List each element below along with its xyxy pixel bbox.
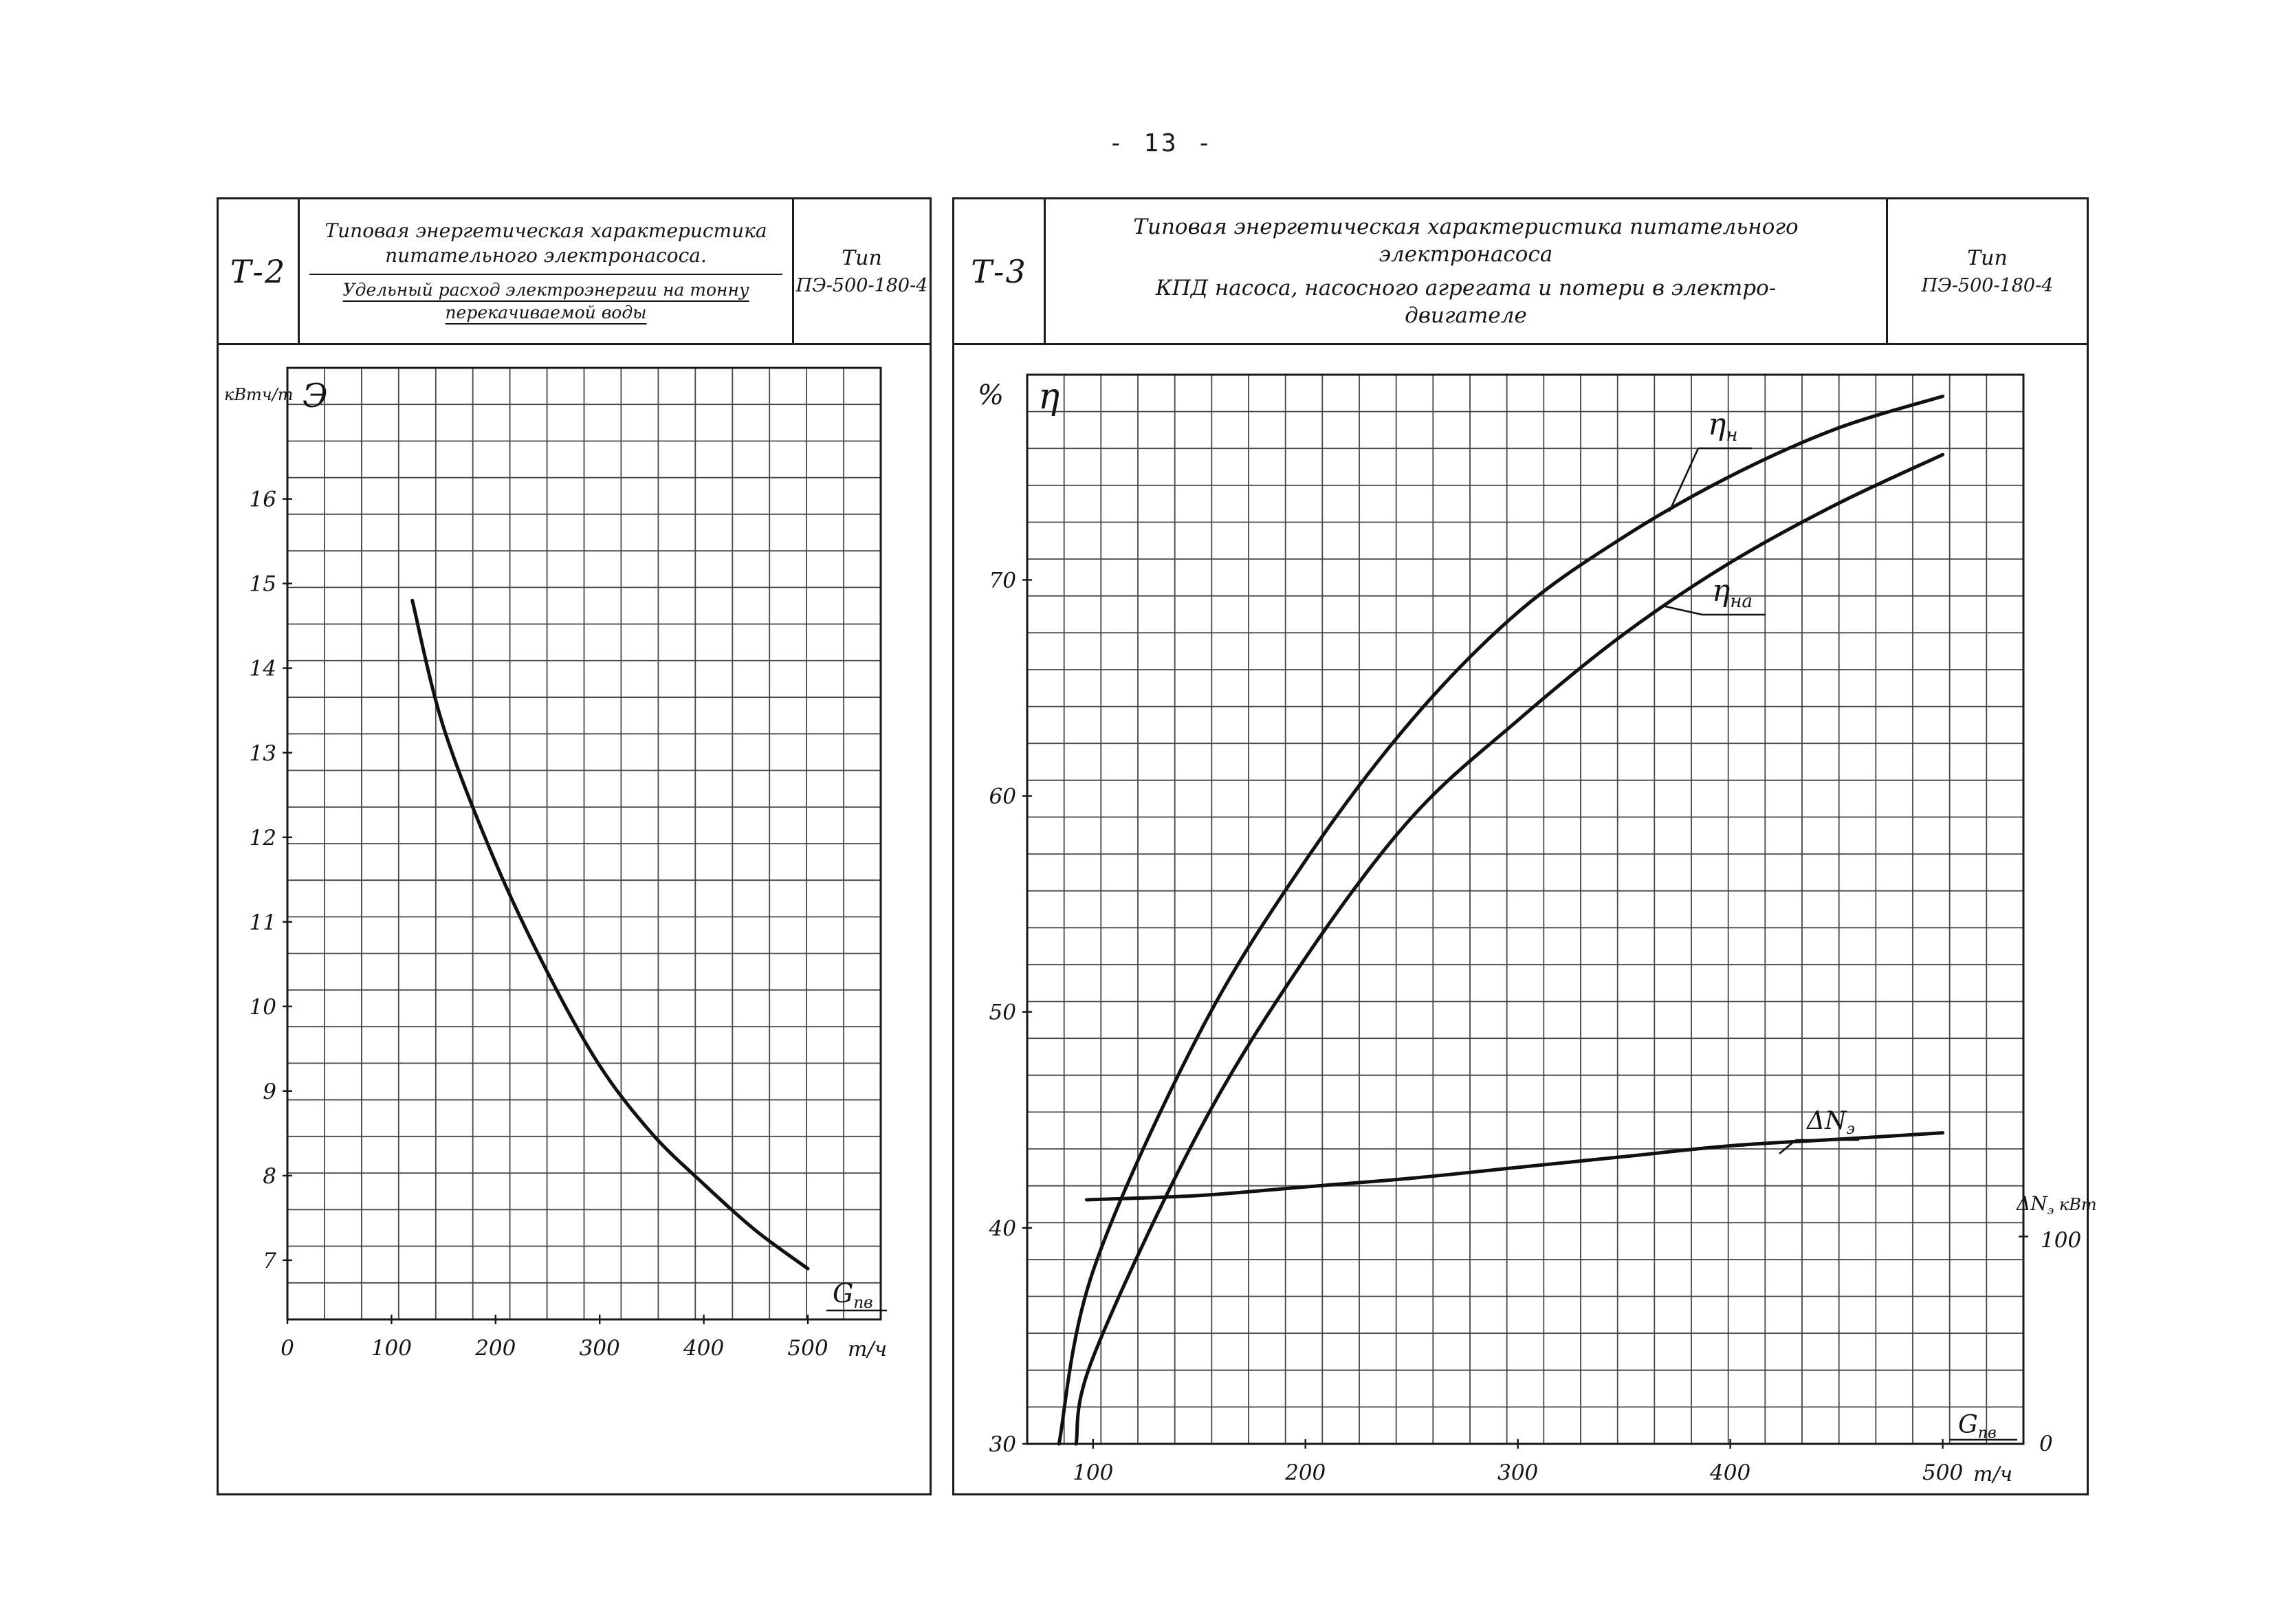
- y-tick-label: 10: [250, 995, 276, 1020]
- x-tick-label: 300: [580, 1336, 620, 1361]
- t3-type-value: ПЭ-500-180-4: [1921, 274, 2054, 296]
- x-tick-label: 500: [1922, 1460, 1963, 1485]
- t2-title-line1: Типовая энергетическая характеристика: [325, 219, 767, 242]
- y-tick-label: 50: [989, 1000, 1016, 1025]
- panel-t2-code: Т-2: [219, 199, 300, 343]
- grid-lines: [1027, 375, 2023, 1444]
- panel-t3-title-area: Типовая энергетическая характеристика пи…: [1046, 199, 1886, 343]
- y-tick-label: 9: [263, 1079, 276, 1104]
- x-tick-label: 100: [1073, 1460, 1113, 1485]
- t3-subtitle-block: КПД насоса, насосного агрегата и потери …: [1053, 272, 1879, 333]
- x-tick-label: 300: [1497, 1460, 1538, 1485]
- x-axis-unit-label: т/ч: [848, 1337, 887, 1361]
- t3-subtitle-line2: двигателе: [1405, 303, 1527, 328]
- right-axis-tick-100: 100: [2041, 1228, 2081, 1253]
- x-tick-label: 0: [281, 1336, 294, 1361]
- t2-type-label: Тип: [842, 245, 882, 270]
- t2-subtitle-line2: перекачиваемой воды: [445, 302, 647, 322]
- right-axis-label: ΔNэ кВт: [2016, 1192, 2097, 1218]
- panel-t2-type-box: Тип ПЭ-500-180-4: [792, 199, 930, 343]
- x-tick-label: 400: [683, 1336, 724, 1361]
- label-eta-n-leader: [1668, 448, 1700, 512]
- curve-ηна: [1074, 452, 1945, 1446]
- y-tick-label: 8: [263, 1164, 276, 1189]
- y-axis-unit-label: кВтч/т: [224, 385, 294, 404]
- y-tick-label: 12: [250, 826, 276, 851]
- label-eta-n: ηн: [1708, 407, 1738, 446]
- y-tick-label: 15: [250, 572, 276, 597]
- panel-t3: Т-3 Типовая энергетическая характеристик…: [952, 197, 2097, 1495]
- curve-Э: [410, 598, 810, 1271]
- page-number: - 13 -: [1108, 129, 1215, 157]
- t2-title-block: Типовая энергетическая характеристика пи…: [309, 216, 782, 276]
- y-axis-symbol: Э: [303, 377, 328, 415]
- y-tick-label: 7: [263, 1249, 276, 1273]
- grid-lines: [287, 368, 881, 1319]
- label-eta-na-leader: [1665, 605, 1703, 616]
- x-tick-label: 200: [1284, 1460, 1326, 1485]
- t3-title-line2: электронасоса: [1379, 242, 1553, 267]
- x-axis-symbol: Gпв: [833, 1278, 873, 1312]
- y-tick-label: 40: [989, 1216, 1016, 1241]
- t2-subtitle-block: Удельный расход электроэнергии на тонну …: [307, 275, 785, 327]
- t3-type-label: Тип: [1967, 245, 2008, 270]
- label-delta-n-leader: [1779, 1139, 1797, 1154]
- t3-chart-canvas: 70 60 50 40 30 100 200 300 400 500% η Gпв т/ч ΔNэ кВт…: [978, 373, 2097, 1486]
- y-tick-label: 13: [250, 741, 276, 766]
- y-tick-label: 14: [250, 657, 276, 681]
- y-axis-symbol: η: [1038, 376, 1059, 417]
- label-delta-n: ΔNэ: [1805, 1107, 1855, 1138]
- panel-t2: Т-2 Типовая энергетическая характеристик…: [217, 197, 932, 1495]
- x-axis-unit-label: т/ч: [1973, 1462, 2012, 1486]
- y-tick-label: 16: [250, 487, 276, 512]
- right-axis-tick-0: 0: [2039, 1431, 2053, 1456]
- t3-title-line1: Типовая энергетическая характеристика пи…: [1133, 214, 1799, 239]
- plot-border: [286, 366, 882, 1321]
- t2-title-line2: питательного электронасоса.: [385, 244, 707, 267]
- x-tick-label: 500: [787, 1336, 828, 1361]
- panel-t2-header: Т-2 Типовая энергетическая характеристик…: [219, 199, 930, 345]
- t3-subtitle-line1: КПД насоса, насосного агрегата и потери …: [1155, 275, 1777, 300]
- plot-border: [1026, 373, 2025, 1445]
- y-tick-label: 11: [250, 910, 276, 935]
- panel-t3-type-box: Тип ПЭ-500-180-4: [1886, 199, 2087, 343]
- label-eta-na: ηна: [1712, 573, 1753, 612]
- y-tick-label: 30: [989, 1432, 1016, 1457]
- t3-title-block: Типовая энергетическая характеристика пи…: [1053, 210, 1879, 272]
- y-tick-label: 60: [989, 784, 1016, 809]
- panel-t3-code: Т-3: [954, 199, 1046, 343]
- t2-subtitle-line1: Удельный расход электроэнергии на тонну: [342, 280, 749, 300]
- curve-ηн: [1057, 394, 1945, 1446]
- panel-t3-header: Т-3 Типовая энергетическая характеристик…: [954, 199, 2087, 345]
- panel-t2-title-area: Типовая энергетическая характеристика пи…: [300, 199, 792, 343]
- t2-chart-canvas: 16 15 14 13 12 11 10 9 8 7 0 100 200 300 400 500 кВтч/т Э…: [224, 366, 887, 1361]
- x-tick-label: 400: [1709, 1460, 1750, 1485]
- t2-type-value: ПЭ-500-180-4: [795, 274, 928, 296]
- x-axis-symbol: Gпв: [1958, 1411, 1997, 1442]
- y-tick-label: 70: [989, 568, 1016, 593]
- y-axis-unit-label: %: [978, 380, 1004, 411]
- curve-ΔNэ: [1085, 1131, 1945, 1202]
- x-tick-label: 200: [474, 1336, 516, 1361]
- x-tick-label: 100: [371, 1336, 412, 1361]
